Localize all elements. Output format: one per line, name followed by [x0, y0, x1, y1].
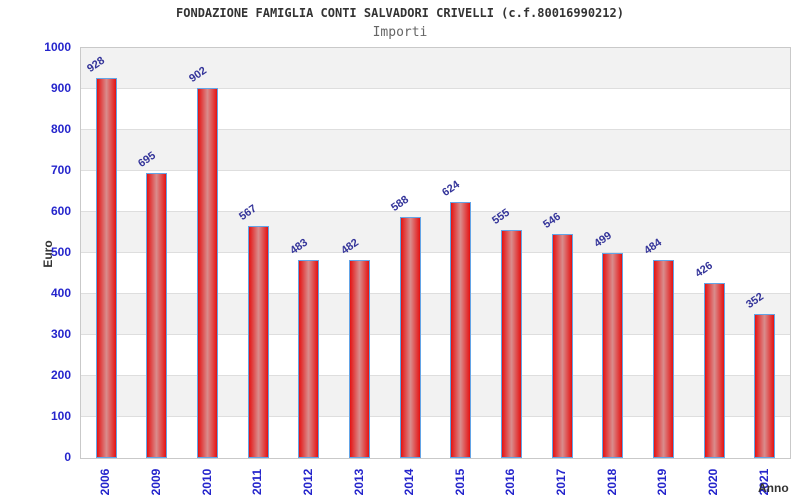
bar [247, 226, 269, 458]
grid-band [81, 171, 790, 212]
plot-area: 928 695 902 567 483 482 588 624 555 546 499 484 426 3… [80, 47, 791, 459]
bar [652, 260, 674, 458]
x-tick-label: 2018 [604, 468, 619, 496]
bar [298, 260, 320, 458]
grid-band [81, 253, 790, 294]
y-tick-label: 900 [50, 81, 71, 95]
grid-band [81, 294, 790, 335]
grid-band [81, 48, 790, 89]
bar [95, 78, 117, 458]
x-tick-label: 2016 [503, 468, 518, 496]
x-tick-label: 2019 [655, 468, 670, 496]
grid-band [81, 212, 790, 253]
x-tick-label: 2010 [199, 468, 214, 496]
x-tick-label: 2006 [98, 468, 113, 496]
x-axis-title: Anno [758, 481, 789, 495]
y-tick-label: 1000 [44, 40, 71, 54]
bar [754, 314, 776, 458]
y-tick-label: 500 [50, 245, 71, 259]
x-tick-label: 2017 [554, 468, 569, 496]
x-tick-label: 2014 [402, 468, 417, 496]
chart-title: FONDAZIONE FAMIGLIA CONTI SALVADORI CRIV… [176, 6, 624, 20]
bar [703, 283, 725, 458]
grid-band [81, 376, 790, 417]
y-tick-label: 100 [50, 409, 71, 423]
grid-band [81, 130, 790, 171]
grid-band [81, 335, 790, 376]
bar [450, 202, 472, 458]
x-tick-label: 2015 [452, 468, 467, 496]
bar [146, 173, 168, 458]
x-tick-label: 2013 [351, 468, 366, 496]
grid-band [81, 89, 790, 130]
grid-band [81, 417, 790, 458]
bar [551, 234, 573, 458]
x-tick-label: 2012 [300, 468, 315, 496]
y-tick-label: 0 [64, 450, 71, 464]
y-tick-label: 300 [50, 327, 71, 341]
bar [197, 88, 219, 458]
x-tick-label: 2011 [250, 468, 265, 496]
x-tick-label: 2009 [148, 468, 163, 496]
x-tick-label: 2020 [706, 468, 721, 496]
y-tick-label: 400 [50, 286, 71, 300]
y-tick-label: 700 [50, 163, 71, 177]
bar [349, 260, 371, 458]
chart-subtitle: Importi [372, 25, 428, 40]
y-tick-label: 800 [50, 122, 71, 136]
bar [602, 253, 624, 458]
y-tick-label: 600 [50, 204, 71, 218]
bar [399, 217, 421, 458]
y-tick-label: 200 [50, 368, 71, 382]
bar [500, 230, 522, 458]
